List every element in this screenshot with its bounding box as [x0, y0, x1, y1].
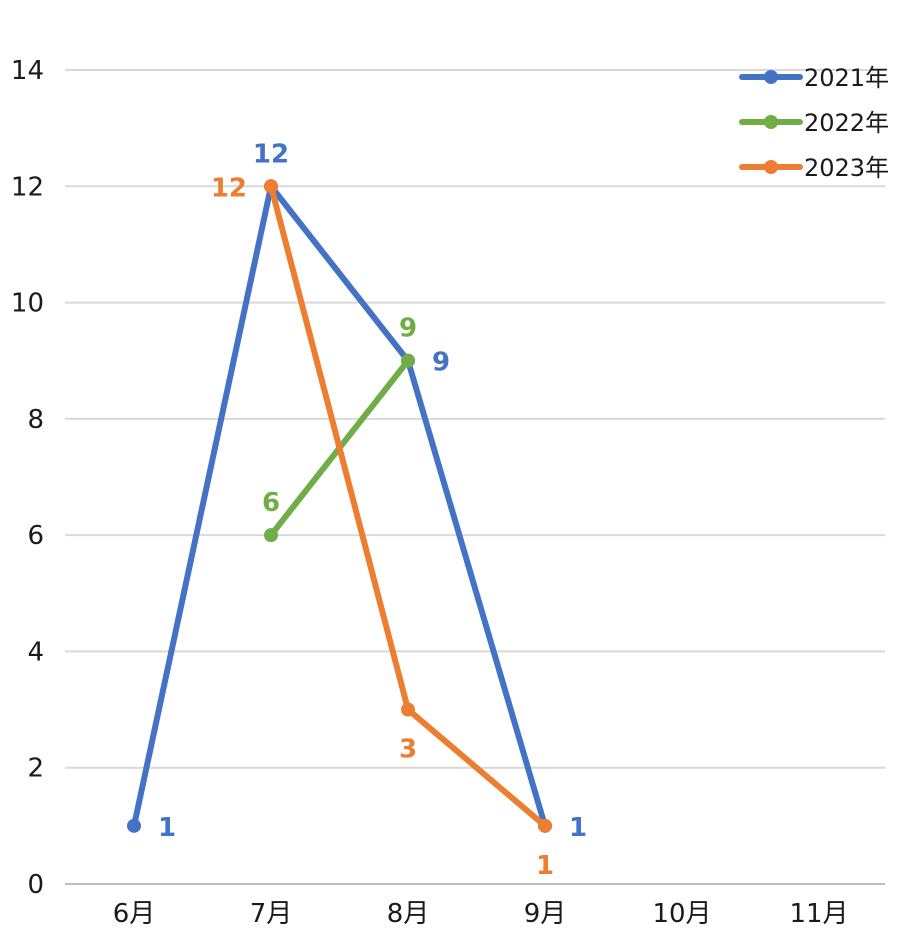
- legend-entry-label: 2022年: [804, 109, 889, 137]
- series-line-3: [268, 183, 548, 829]
- data-labels: 1 12 9 1 6 9 12 3 1: [158, 139, 587, 881]
- legend: 2021年 2022年 2023年: [739, 64, 889, 182]
- y-tick-label: 12: [11, 172, 44, 202]
- data-label: 3: [399, 735, 417, 765]
- legend-swatch-marker: [764, 70, 778, 84]
- x-tick-label: 9月: [524, 899, 567, 929]
- x-tick-label: 7月: [250, 899, 293, 929]
- x-tick-label: 10月: [652, 899, 711, 929]
- y-tick-label: 14: [11, 56, 44, 86]
- data-label: 9: [432, 348, 450, 378]
- legend-entry-label: 2023年: [804, 154, 889, 182]
- data-point: [401, 702, 415, 717]
- legend-swatch-marker: [764, 160, 778, 174]
- data-label: 12: [253, 139, 289, 169]
- x-tick-label: 6月: [113, 899, 156, 929]
- data-label: 1: [569, 813, 587, 843]
- y-tick-label: 6: [27, 521, 44, 551]
- data-label: 6: [262, 488, 280, 518]
- data-label: 12: [211, 173, 247, 203]
- y-tick-label: 2: [27, 754, 44, 784]
- y-tick-label: 8: [27, 405, 44, 435]
- legend-swatch-marker: [764, 115, 778, 129]
- data-point: [538, 818, 552, 833]
- y-tick-label: 10: [11, 289, 44, 319]
- series-line-1: [131, 183, 548, 829]
- data-label: 9: [399, 314, 417, 344]
- x-tick-label: 8月: [387, 899, 430, 929]
- legend-entry-label: 2021年: [804, 64, 889, 92]
- x-axis-tick-labels: 6月 7月 8月 9月 10月 11月: [113, 899, 849, 929]
- data-point: [401, 353, 415, 368]
- y-tick-label: 0: [27, 870, 44, 900]
- gridlines: [65, 69, 885, 885]
- data-point: [264, 179, 278, 194]
- data-point: [264, 528, 278, 543]
- y-tick-label: 4: [27, 637, 44, 667]
- series-lines: [127, 179, 552, 833]
- y-axis-tick-labels: 0 2 4 6 8 10 12 14: [11, 56, 44, 900]
- data-point: [127, 818, 141, 833]
- x-tick-label: 11月: [789, 899, 848, 929]
- data-label: 1: [536, 851, 554, 881]
- data-label: 1: [158, 813, 176, 843]
